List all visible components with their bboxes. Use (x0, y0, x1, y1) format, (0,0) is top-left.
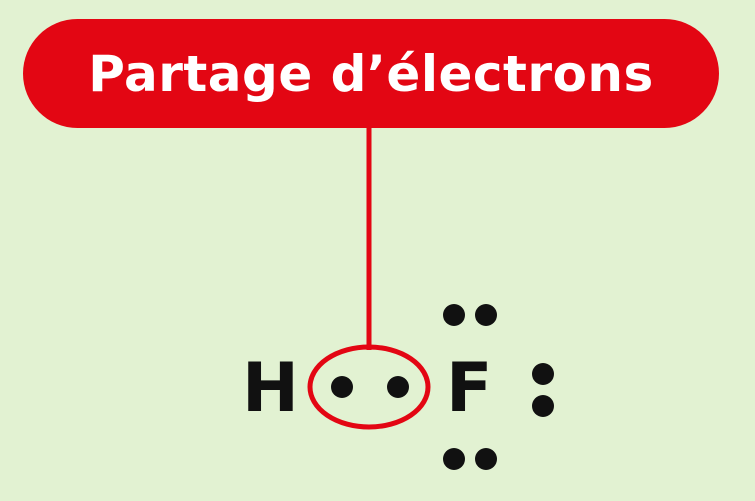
shared-electron-dot-1 (331, 376, 353, 398)
shared-pair-highlight-ring (307, 344, 431, 430)
lone-pair-right-dot-2 (532, 395, 554, 417)
atom-hydrogen: H (242, 349, 299, 428)
lone-pair-bottom-dot-2 (475, 448, 497, 470)
shared-electron-dot-2 (387, 376, 409, 398)
lone-pair-right-dot-1 (532, 363, 554, 385)
atom-fluorine: F (446, 349, 493, 428)
lone-pair-bottom-dot-1 (443, 448, 465, 470)
lone-pair-top-dot-1 (443, 304, 465, 326)
lone-pair-top-dot-2 (475, 304, 497, 326)
shared-electrons-label: Partage d’électrons (23, 19, 719, 128)
label-text: Partage d’électrons (88, 44, 654, 103)
